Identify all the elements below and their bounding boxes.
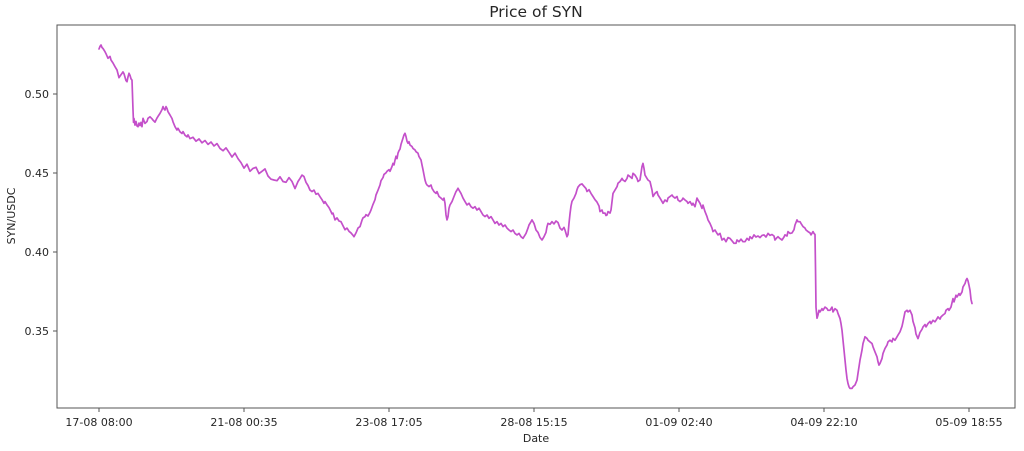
x-tick-label: 21-08 00:35: [210, 416, 277, 429]
x-tick-label: 04-09 22:10: [790, 416, 857, 429]
y-tick-label: 0.45: [25, 167, 50, 180]
plot-border: [56, 24, 1016, 409]
y-tick-label: 0.50: [25, 88, 50, 101]
y-tick-label: 0.40: [25, 246, 50, 259]
x-axis-ticks: 17-08 08:00 21-08 00:35 23-08 17:05 28-08 1…: [65, 408, 1003, 429]
x-tick-label: 05-09 18:55: [935, 416, 1002, 429]
x-tick-label: 23-08 17:05: [355, 416, 422, 429]
y-axis-ticks: 0.35 0.40 0.45 0.50: [25, 88, 57, 338]
y-axis-label: SYN/USDC: [5, 187, 18, 244]
x-axis-label: Date: [523, 432, 550, 445]
x-tick-label: 28-08 15:15: [500, 416, 567, 429]
chart-title: Price of SYN: [489, 3, 583, 21]
price-line-series: [98, 44, 973, 390]
y-tick-label: 0.35: [25, 325, 50, 338]
x-tick-label: 17-08 08:00: [65, 416, 132, 429]
x-tick-label: 01-09 02:40: [645, 416, 712, 429]
